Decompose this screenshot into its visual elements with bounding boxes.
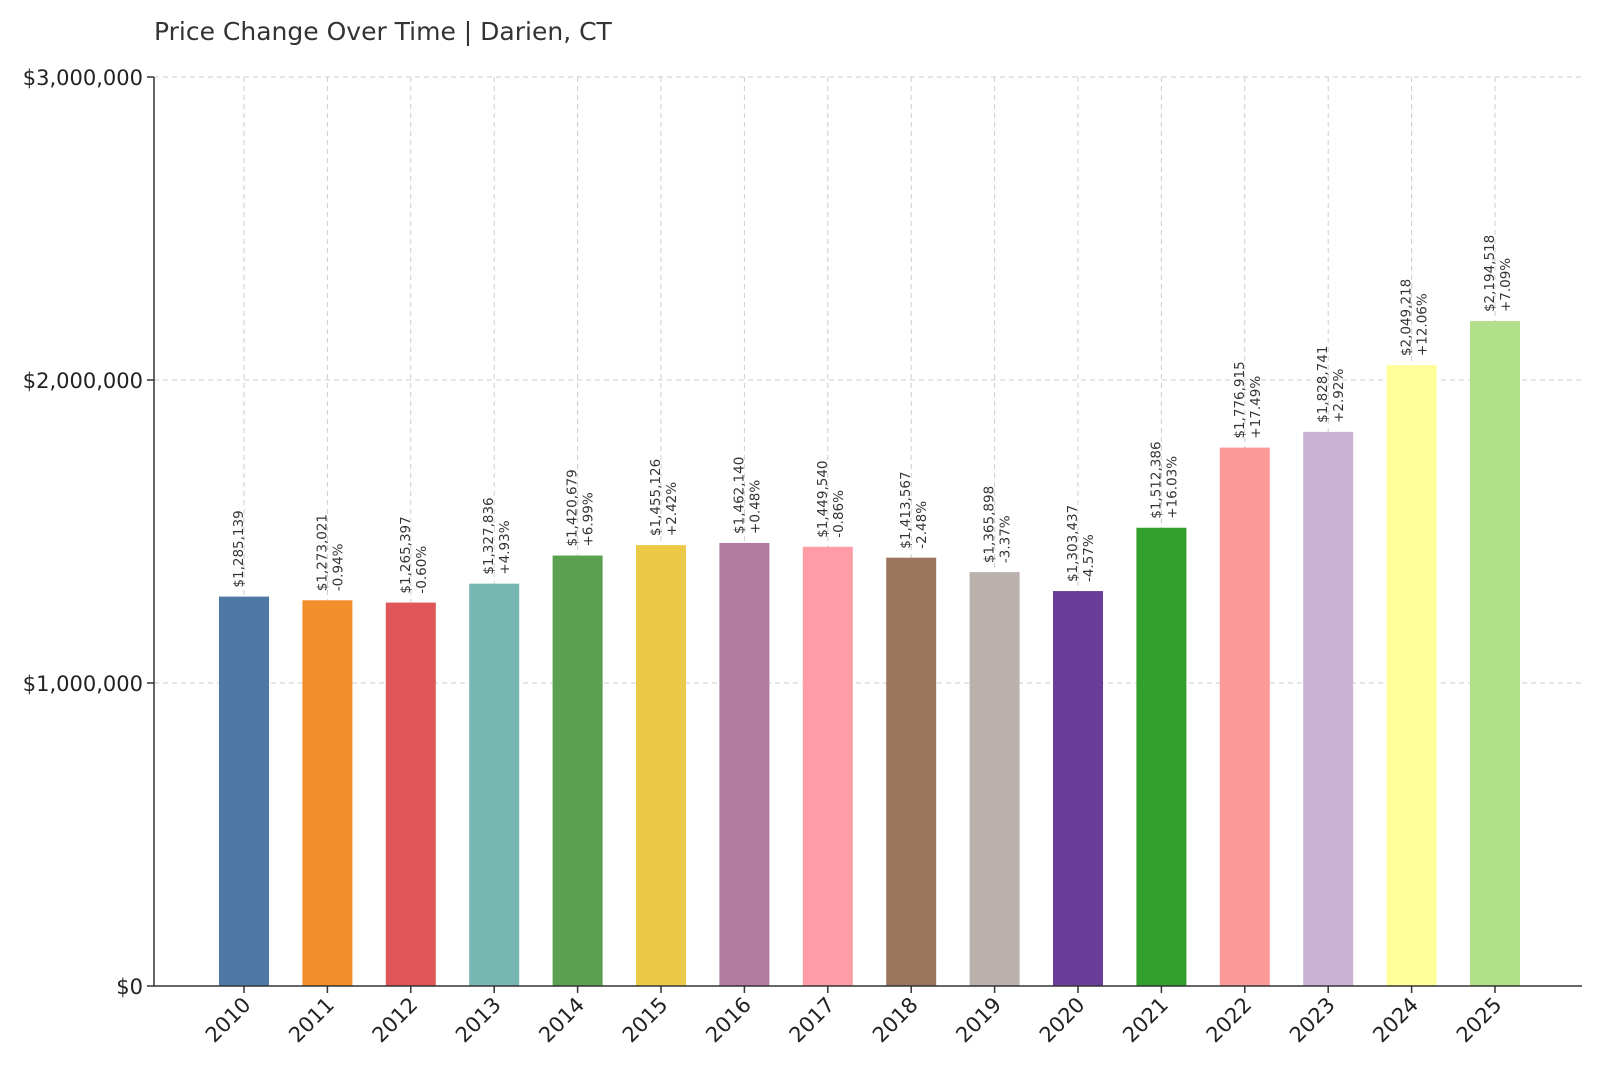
x-tick-label: 2017 — [785, 993, 840, 1048]
bar-2024 — [1386, 365, 1437, 987]
value-label-2015: $1,455,126 — [648, 459, 664, 536]
change-label-2021: +16.03% — [1164, 456, 1180, 519]
bar-2013 — [469, 583, 520, 986]
change-label-2019: -3.37% — [998, 515, 1014, 563]
x-tick-label: 2016 — [701, 993, 756, 1048]
y-tick-label: $2,000,000 — [23, 369, 143, 393]
bar-2016 — [719, 542, 770, 986]
change-label-2013: +4.93% — [497, 520, 513, 574]
value-label-2010: $1,285,139 — [231, 510, 247, 587]
bar-2018 — [886, 557, 937, 986]
change-label-2017: -0.86% — [831, 490, 847, 538]
bar-2017 — [802, 546, 853, 986]
change-label-2016: +0.48% — [747, 480, 763, 534]
x-tick-label: 2018 — [868, 993, 923, 1048]
value-label-2021: $1,512,386 — [1148, 441, 1164, 518]
y-tick-label: $1,000,000 — [23, 672, 143, 696]
bar-2021 — [1136, 527, 1187, 986]
bar-2022 — [1219, 447, 1270, 987]
bar-2014 — [552, 555, 603, 986]
change-label-2012: -0.60% — [414, 546, 430, 594]
data-labels: $1,285,139 $1,273,021 -0.94% $1,265,397 -0.6… — [231, 235, 1514, 594]
bar-2010 — [219, 596, 269, 986]
value-label-2022: $1,776,915 — [1232, 361, 1248, 438]
bar-2019 — [969, 572, 1020, 986]
value-label-2018: $1,413,567 — [898, 471, 914, 548]
value-label-2012: $1,265,397 — [398, 516, 414, 593]
value-label-2017: $1,449,540 — [815, 460, 831, 537]
x-tick-label: 2010 — [201, 993, 256, 1048]
x-tick-label: 2011 — [284, 993, 339, 1048]
change-label-2011: -0.94% — [330, 543, 346, 591]
value-label-2016: $1,462,140 — [731, 457, 747, 534]
x-tick-label: 2023 — [1285, 993, 1340, 1048]
x-tick-label: 2015 — [618, 993, 673, 1048]
change-label-2022: +17.49% — [1248, 376, 1264, 439]
value-label-2025: $2,194,518 — [1482, 235, 1498, 312]
x-tick-label: 2025 — [1452, 993, 1507, 1048]
x-tick-label: 2020 — [1035, 993, 1090, 1048]
value-label-2024: $2,049,218 — [1399, 279, 1415, 356]
value-label-2020: $1,303,437 — [1065, 505, 1081, 582]
change-label-2025: +7.09% — [1498, 258, 1514, 312]
x-tick-label: 2014 — [534, 993, 589, 1048]
value-label-2023: $1,828,741 — [1315, 346, 1331, 423]
x-tick-label: 2012 — [368, 993, 423, 1048]
x-tick-label: 2013 — [451, 993, 506, 1048]
x-tick-label: 2021 — [1118, 993, 1173, 1048]
value-label-2013: $1,327,836 — [481, 497, 497, 574]
bar-2020 — [1053, 591, 1103, 986]
bar-2025 — [1470, 321, 1520, 986]
y-tick-label: $3,000,000 — [23, 66, 143, 90]
change-label-2024: +12.06% — [1415, 293, 1431, 356]
change-label-2015: +2.42% — [664, 482, 680, 536]
change-label-2018: -2.48% — [914, 501, 930, 549]
x-tick-label: 2024 — [1368, 993, 1423, 1048]
bar-2012 — [385, 602, 436, 986]
y-tick-label: $0 — [116, 975, 143, 999]
change-label-2020: -4.57% — [1081, 534, 1097, 582]
chart-title: Price Change Over Time | Darien, CT — [154, 17, 613, 46]
x-tick-label: 2019 — [951, 993, 1006, 1048]
x-tick-label: 2022 — [1202, 993, 1257, 1048]
gridlines — [154, 76, 1582, 986]
bars — [219, 321, 1520, 987]
bar-2023 — [1303, 431, 1354, 986]
value-label-2011: $1,273,021 — [314, 514, 330, 591]
value-label-2014: $1,420,679 — [565, 469, 581, 546]
change-label-2014: +6.99% — [581, 492, 597, 546]
value-label-2019: $1,365,898 — [982, 486, 998, 563]
bar-2015 — [636, 545, 686, 986]
bar-2011 — [302, 600, 353, 986]
change-label-2023: +2.92% — [1331, 369, 1347, 423]
